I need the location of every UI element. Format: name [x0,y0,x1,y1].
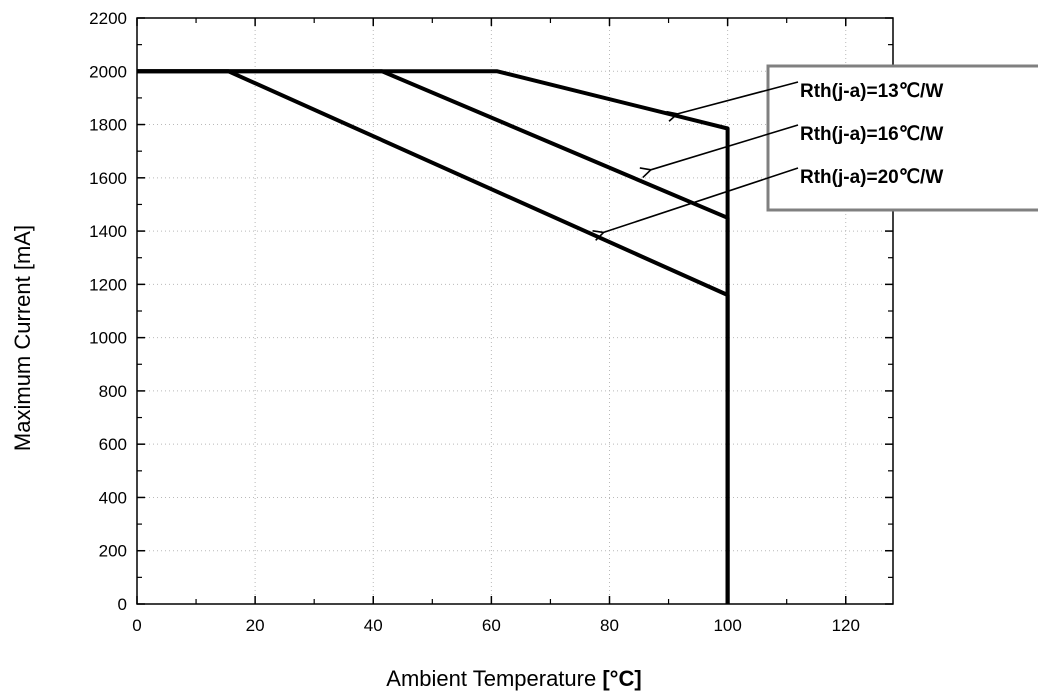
legend-label-3: Rth(j-a)=20℃/W [800,167,943,188]
annotation-arrow-2 [651,124,799,170]
tick-labels: 0 20 40 60 80 100 1200200400600800100012001400… [89,9,860,635]
y-tick-label: 1000 [89,329,127,348]
x-tick-label: 0 [132,616,141,635]
x-tick-label: 100 [713,616,741,635]
legend-box [766,64,1038,212]
x-axis-title: Ambient Temperature [°C] [386,666,641,691]
x-tick-label: 60 [482,616,501,635]
legend-label-2: Rth(j-a)=16℃/W [800,124,943,145]
y-tick-label: 1800 [89,116,127,135]
y-tick-label: 2200 [89,9,127,28]
legend: Rth(j-a)=13℃/W Rth(j-a)=16℃/W Rth(j-a)=20℃… [800,81,943,188]
y-tick-label: 200 [99,542,127,561]
annotation-arrows [604,81,799,232]
plot-area-frame [136,17,894,605]
series-lines [137,69,730,604]
x-axis-title-text: Ambient Temperature [386,666,602,691]
y-axis-title: Maximum Current [mA] [10,225,35,451]
series-line-3 [137,69,730,604]
x-tick-label: 20 [246,616,265,635]
annotation-arrow-3 [604,167,799,232]
y-tick-label: 1200 [89,275,127,294]
y-tick-label: 0 [118,595,127,614]
y-tick-label: 1600 [89,169,127,188]
legend-label-1: Rth(j-a)=13℃/W [800,81,943,102]
x-axis-title-unit: [°C] [602,666,641,691]
x-tick-label: 40 [364,616,383,635]
y-tick-label: 400 [99,488,127,507]
y-tick-label: 600 [99,435,127,454]
y-tick-label: 1400 [89,222,127,241]
annotation-arrow-1 [677,81,799,114]
y-tick-label: 2000 [89,62,127,81]
y-tick-label: 800 [99,382,127,401]
x-tick-label: 80 [600,616,619,635]
x-tick-label: 120 [832,616,860,635]
